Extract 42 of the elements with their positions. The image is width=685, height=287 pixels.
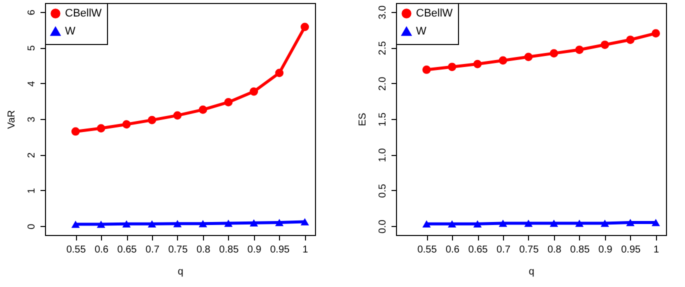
y-tick-label: 0.0 — [378, 219, 388, 234]
y-tick-label: 5 — [26, 44, 38, 51]
y-tick-label: 0 — [26, 223, 38, 230]
x-tick-label: 0.85 — [570, 244, 590, 256]
legend-label: W — [65, 26, 76, 38]
y-tick-label: 2 — [26, 152, 38, 158]
x-tick-label: 0.7 — [496, 244, 511, 256]
x-tick-label: 0.55 — [66, 244, 86, 256]
y-tick-label: 6 — [26, 9, 38, 16]
y-tick-label: 3 — [26, 116, 38, 122]
legend-label: CBellW — [65, 8, 102, 20]
x-tick-label: 1 — [654, 244, 660, 256]
y-tick-label: 3.0 — [378, 5, 388, 20]
y-tick-label: 1.0 — [378, 148, 388, 162]
x-tick-label: 0.65 — [117, 244, 138, 256]
x-tick-label: 0.9 — [598, 244, 613, 256]
x-tick-label: 0.55 — [417, 244, 438, 256]
x-tick-label: 0.85 — [219, 244, 240, 256]
y-tick-label: 2.5 — [378, 40, 388, 56]
y-tick-label: 4 — [26, 80, 38, 87]
x-tick-label: 0.75 — [519, 244, 540, 256]
legend-label: W — [416, 26, 427, 38]
y-tick-label: 2.0 — [378, 76, 388, 91]
x-tick-label: 0.95 — [621, 244, 642, 256]
y-tick-label: 1 — [26, 188, 38, 194]
y-axis-title: VaR — [6, 110, 18, 129]
y-axis-title: ES — [358, 112, 368, 126]
x-tick-label: 0.6 — [94, 244, 109, 256]
x-tick-label: 0.7 — [146, 244, 160, 256]
x-tick-label: 0.75 — [168, 244, 188, 256]
x-tick-label: 1 — [302, 244, 309, 256]
x-tick-label: 0.65 — [468, 244, 488, 256]
x-tick-label: 0.8 — [196, 244, 211, 256]
x-tick-label: 0.8 — [547, 244, 562, 256]
x-axis-title: q — [178, 266, 184, 278]
y-tick-label: 1.5 — [378, 112, 388, 126]
x-tick-label: 0.6 — [446, 244, 460, 256]
x-axis-title: q — [528, 266, 534, 278]
x-tick-label: 0.95 — [270, 244, 290, 256]
y-tick-label: 0.5 — [378, 184, 388, 198]
x-tick-label: 0.9 — [247, 244, 262, 256]
legend-label: CBellW — [416, 8, 454, 20]
